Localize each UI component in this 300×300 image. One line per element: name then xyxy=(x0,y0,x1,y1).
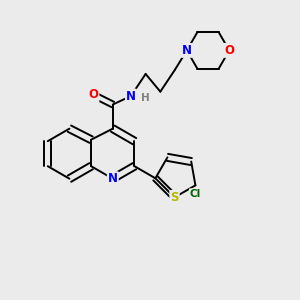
Text: N: N xyxy=(126,90,136,103)
Text: S: S xyxy=(170,191,179,204)
Text: N: N xyxy=(182,44,192,57)
Text: H: H xyxy=(141,93,149,103)
Text: Cl: Cl xyxy=(190,189,201,199)
Text: O: O xyxy=(224,44,234,57)
Text: N: N xyxy=(108,172,118,185)
Text: O: O xyxy=(88,88,98,101)
